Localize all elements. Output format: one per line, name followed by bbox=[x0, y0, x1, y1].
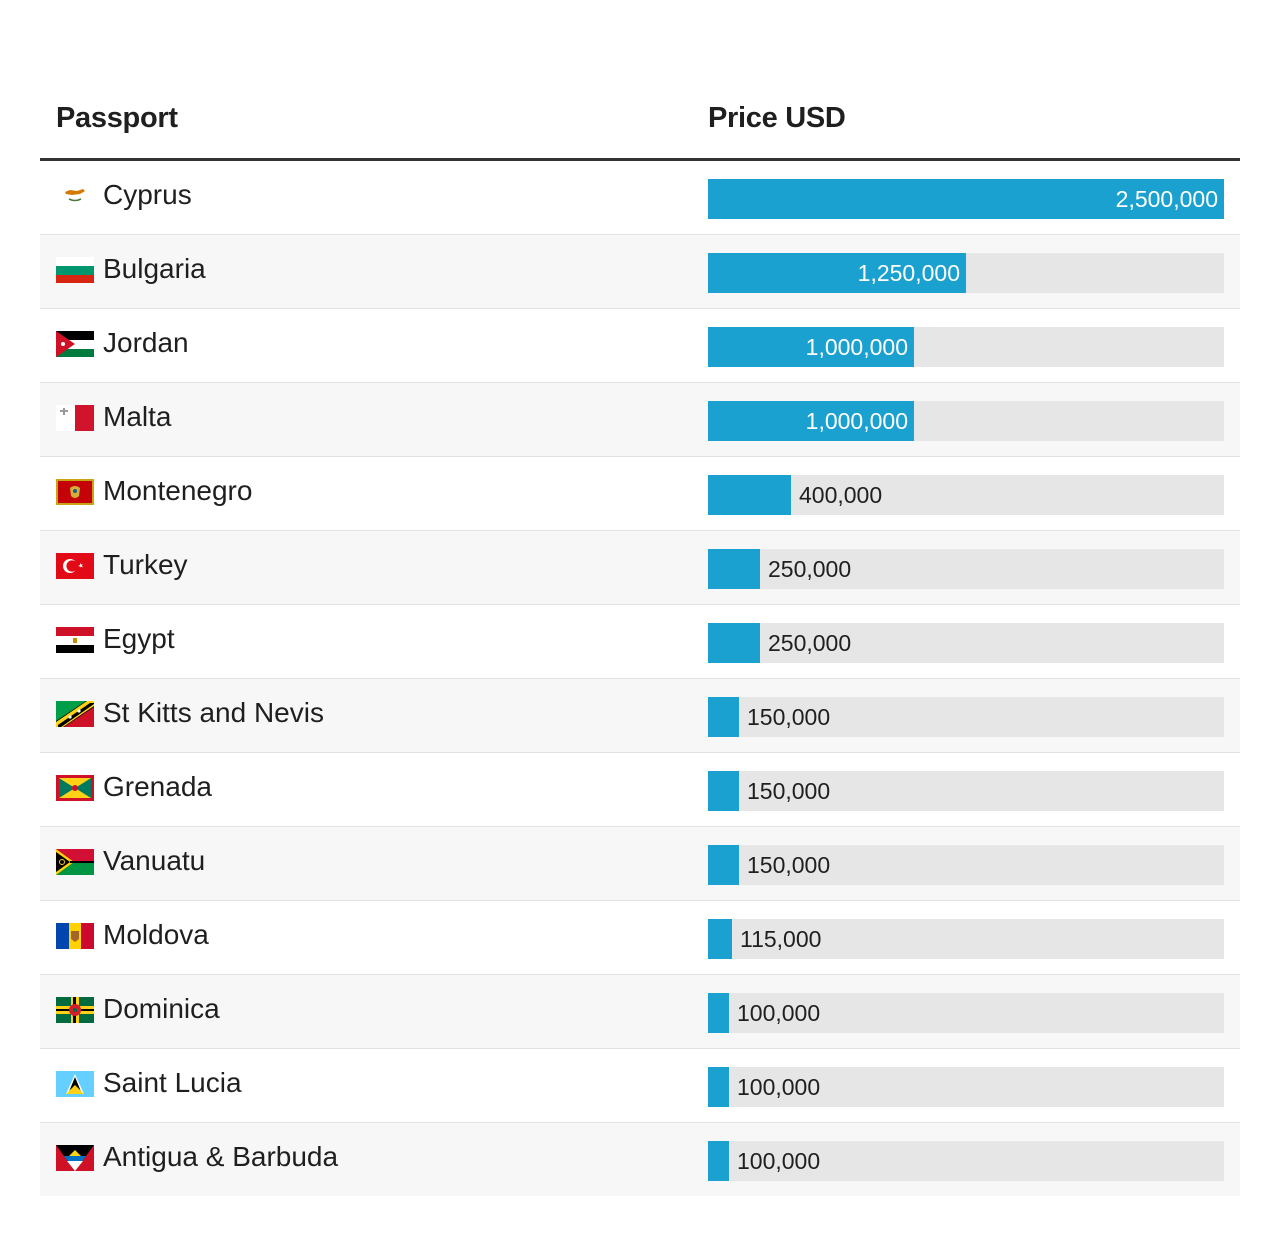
table-row: Cyprus 2,500,000 bbox=[40, 161, 1240, 235]
price-value-label: 1,000,000 bbox=[805, 334, 908, 360]
passport-column-header: Passport bbox=[56, 102, 178, 134]
price-bar-turkey bbox=[708, 549, 760, 589]
table-row: Bulgaria 1,250,000 bbox=[40, 235, 1240, 309]
country-name-vanuatu: Vanuatu bbox=[103, 845, 206, 876]
price-bar-jordan bbox=[708, 327, 914, 367]
dominica-flag-icon bbox=[56, 997, 94, 1023]
table-header: Passport Price USD bbox=[40, 80, 1240, 161]
moldova-flag-icon bbox=[56, 923, 94, 949]
bulgaria-flag-icon bbox=[56, 257, 94, 283]
price-bar-vanuatu bbox=[708, 845, 739, 885]
table-row: Jordan 1,000,000 bbox=[40, 309, 1240, 383]
country-name-saint-lucia: Saint Lucia bbox=[103, 1067, 242, 1098]
table-row: Malta 1,000,000 bbox=[40, 383, 1240, 457]
price-value-label: 150,000 bbox=[747, 852, 831, 878]
country-name-antigua-and-barbuda: Antigua & Barbuda bbox=[103, 1141, 339, 1172]
table-row: Egypt 250,000 bbox=[40, 605, 1240, 679]
price-bar-moldova bbox=[708, 919, 732, 959]
antigua-and-barbuda-flag-icon bbox=[56, 1145, 94, 1171]
bar-track: 150,000 bbox=[708, 697, 1224, 737]
table-row: Grenada 150,000 bbox=[40, 753, 1240, 827]
price-value-label: 1,250,000 bbox=[857, 260, 960, 286]
saint-lucia-flag-icon bbox=[56, 1071, 94, 1097]
bar-track: 100,000 bbox=[708, 1067, 1224, 1107]
price-value-label: 250,000 bbox=[768, 630, 852, 656]
price-value-label: 250,000 bbox=[768, 556, 852, 582]
bar-track: 250,000 bbox=[708, 623, 1224, 663]
montenegro-flag-icon bbox=[56, 479, 94, 505]
country-name-egypt: Egypt bbox=[103, 623, 175, 654]
bar-track: 400,000 bbox=[708, 475, 1224, 515]
country-name-jordan: Jordan bbox=[103, 327, 189, 358]
grenada-flag-icon bbox=[56, 775, 94, 801]
country-name-montenegro: Montenegro bbox=[103, 475, 253, 506]
bar-track: 1,000,000 bbox=[708, 401, 1224, 441]
price-bar-malta bbox=[708, 401, 914, 441]
price-bar-antigua-and-barbuda bbox=[708, 1141, 729, 1181]
table-row: Saint Lucia 100,000 bbox=[40, 1049, 1240, 1123]
turkey-flag-icon bbox=[56, 553, 94, 579]
price-bar-bulgaria bbox=[708, 253, 966, 293]
table-row: Vanuatu 150,000 bbox=[40, 827, 1240, 901]
country-name-bulgaria: Bulgaria bbox=[103, 253, 206, 284]
table-body: Cyprus 2,500,000 Bulgaria 1,250,000 Jordan 1,… bbox=[40, 161, 1240, 1196]
bar-track: 1,250,000 bbox=[708, 253, 1224, 293]
bar-track: 250,000 bbox=[708, 549, 1224, 589]
bar-track: 115,000 bbox=[708, 919, 1224, 959]
jordan-flag-icon bbox=[56, 331, 94, 357]
cyprus-flag-icon bbox=[56, 183, 94, 209]
country-name-st-kitts-and-nevis: St Kitts and Nevis bbox=[103, 697, 324, 728]
price-bar-cyprus bbox=[708, 179, 1224, 219]
bar-track: 150,000 bbox=[708, 771, 1224, 811]
country-name-grenada: Grenada bbox=[103, 771, 212, 802]
bar-track: 100,000 bbox=[708, 1141, 1224, 1181]
price-value-label: 115,000 bbox=[740, 926, 822, 952]
st-kitts-and-nevis-flag-icon bbox=[56, 701, 94, 727]
price-value-label: 150,000 bbox=[747, 778, 831, 804]
country-name-malta: Malta bbox=[103, 401, 172, 432]
bar-track: 100,000 bbox=[708, 993, 1224, 1033]
price-value-label: 400,000 bbox=[799, 482, 883, 508]
price-bar-saint-lucia bbox=[708, 1067, 729, 1107]
vanuatu-flag-icon bbox=[56, 849, 94, 875]
country-name-moldova: Moldova bbox=[103, 919, 209, 950]
malta-flag-icon bbox=[56, 405, 94, 431]
table-row: Dominica 100,000 bbox=[40, 975, 1240, 1049]
price-bar-montenegro bbox=[708, 475, 791, 515]
price-value-label: 100,000 bbox=[737, 1074, 821, 1100]
country-name-cyprus: Cyprus bbox=[103, 179, 192, 210]
table-row: Antigua & Barbuda 100,000 bbox=[40, 1123, 1240, 1196]
country-name-turkey: Turkey bbox=[103, 549, 188, 580]
price-value-label: 1,000,000 bbox=[805, 408, 908, 434]
bar-track: 150,000 bbox=[708, 845, 1224, 885]
price-column-header: Price USD bbox=[708, 102, 846, 134]
price-bar-dominica bbox=[708, 993, 729, 1033]
price-value-label: 150,000 bbox=[747, 704, 831, 730]
table-row: St Kitts and Nevis 150,000 bbox=[40, 679, 1240, 753]
table-row: Montenegro 400,000 bbox=[40, 457, 1240, 531]
country-name-dominica: Dominica bbox=[103, 993, 220, 1024]
price-value-label: 100,000 bbox=[737, 1000, 821, 1026]
egypt-flag-icon bbox=[56, 627, 94, 653]
price-value-label: 100,000 bbox=[737, 1148, 821, 1174]
price-value-label: 2,500,000 bbox=[1115, 186, 1218, 212]
price-bar-egypt bbox=[708, 623, 760, 663]
passport-price-table: Passport Price USD Cyprus 2,500,000 Bulgar… bbox=[40, 80, 1240, 1196]
table-row: Turkey 250,000 bbox=[40, 531, 1240, 605]
bar-track: 1,000,000 bbox=[708, 327, 1224, 367]
table-row: Moldova 115,000 bbox=[40, 901, 1240, 975]
price-bar-grenada bbox=[708, 771, 739, 811]
price-bar-st-kitts-and-nevis bbox=[708, 697, 739, 737]
bar-track: 2,500,000 bbox=[708, 179, 1224, 219]
